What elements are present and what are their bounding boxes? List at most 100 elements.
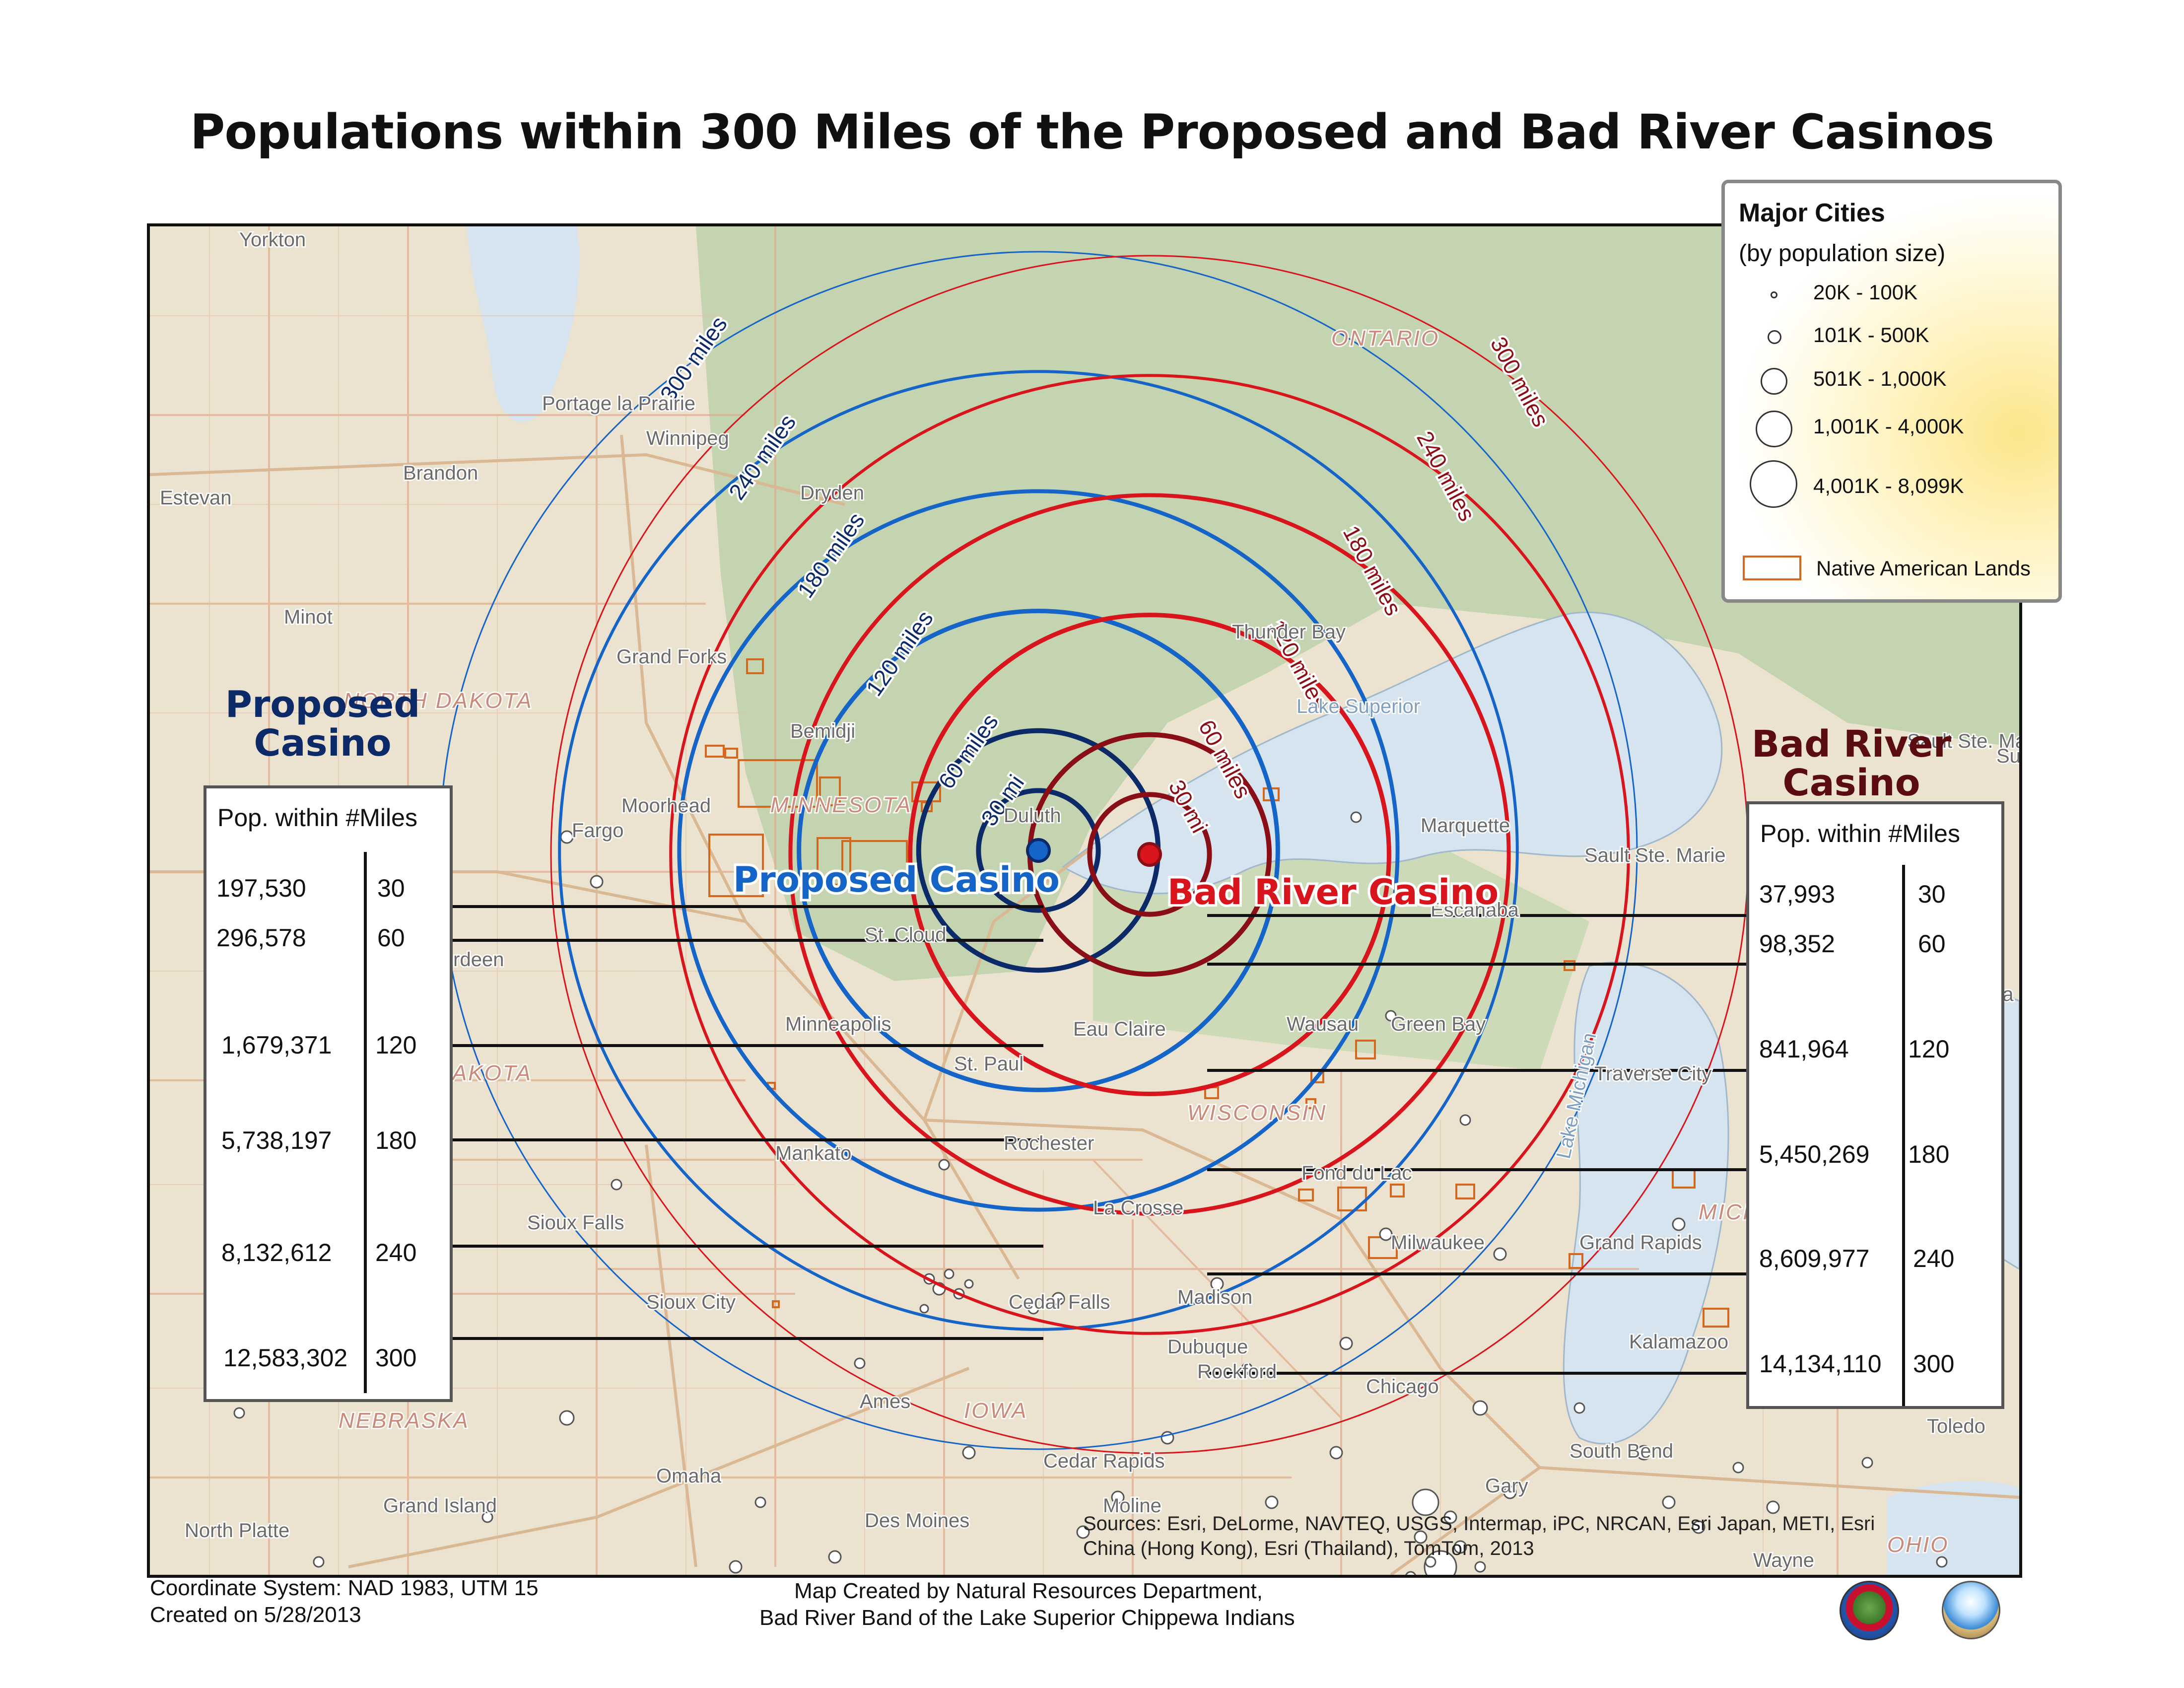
badriver-miles-row-5: 240 (1913, 1245, 1955, 1272)
place-label-minnesota: MINNESOTA (770, 793, 912, 817)
place-label-milwaukee: Milwaukee (1391, 1232, 1485, 1254)
badriver-miles-row-2: 60 (1918, 930, 1946, 958)
proposed-casino-marker[interactable] (1026, 838, 1051, 863)
distance-rings (439, 251, 1749, 1454)
place-label-sudbury: Sudbury (1996, 745, 2019, 767)
place-label-moorhead: Moorhead (621, 795, 711, 817)
credit-line-1: Map Created by Natural Resources Departm… (794, 1579, 1263, 1603)
proposed-population-table: Pop. within #Miles 197,530 30 296,578 60… (204, 785, 453, 1402)
place-label-duluth: Duluth (1004, 805, 1061, 827)
place-label-madison: Madison (1177, 1286, 1252, 1308)
place-label-kalamazoo: Kalamazoo (1629, 1331, 1728, 1353)
legend-class-4: 1,001K - 4,000K (1813, 415, 1964, 438)
badriver-pop-row-1: 37,993 (1759, 880, 1835, 908)
badriver-miles-row-3: 120 (1908, 1035, 1950, 1063)
place-label-grand-rapids: Grand Rapids (1579, 1232, 1702, 1254)
place-label-iowa: IOWA (964, 1399, 1028, 1423)
badriver-miles-row-6: 300 (1913, 1350, 1955, 1378)
legend-class-2: 101K - 500K (1813, 323, 1929, 347)
credit-line-2: Bad River Band of the Lake Superior Chip… (759, 1606, 1295, 1630)
proposed-pop-row-4: 5,738,197 (221, 1126, 332, 1154)
proposed-pop-row-2: 296,578 (216, 924, 306, 952)
proposed-miles-row-3: 120 (375, 1031, 417, 1059)
lake-superior-shape (1062, 611, 1723, 895)
proposed-pop-row-3: 1,679,371 (221, 1031, 332, 1059)
natural-resources-dept-logo (1942, 1581, 2000, 1639)
legend-class-3: 501K - 1,000K (1813, 367, 1947, 390)
place-label-green-bay: Green Bay (1391, 1013, 1486, 1035)
map-title: Populations within 300 Miles of the Prop… (190, 104, 1994, 160)
proposed-miles-row-2: 60 (377, 924, 405, 952)
lake-erie-shape (1887, 1480, 2019, 1575)
place-label-omaha: Omaha (656, 1465, 722, 1487)
place-label-eau-claire: Eau Claire (1073, 1018, 1166, 1040)
place-label-rochester: Rochester (1004, 1132, 1094, 1154)
place-label-bemidji: Bemidji (790, 720, 855, 742)
place-label-portage-la-prairie: Portage la Prairie (542, 393, 695, 415)
badriver-pop-row-4: 5,450,269 (1759, 1140, 1870, 1168)
map-legend: Major Cities (by population size) 20K - … (1721, 180, 2062, 603)
place-label-dryden: Dryden (800, 482, 864, 504)
place-label-dubuque: Dubuque (1167, 1336, 1248, 1358)
proposed-pop-row-1: 197,530 (216, 874, 306, 902)
place-label-rockford: Rockford (1197, 1361, 1277, 1383)
place-label-sault-ste-marie: Sault Ste. Marie (1907, 730, 2019, 752)
prop-head-line-1: Proposed (225, 683, 420, 726)
place-label-st-cloud: St. Cloud (865, 924, 947, 946)
badriver-casino-heading: Bad River Casino (1747, 725, 1956, 802)
place-label-la-crosse: La Crosse (1093, 1197, 1183, 1219)
legend-symbol-3 (1761, 368, 1787, 395)
badriver-ring-180-mi (788, 493, 1511, 1216)
lake-michigan-shape (1563, 961, 1729, 1445)
legend-subtitle: (by population size) (1739, 240, 1946, 267)
legend-symbol-5 (1750, 460, 1797, 508)
badriver-casino-marker[interactable] (1137, 842, 1162, 867)
proposed-miles-row-6: 300 (375, 1344, 417, 1372)
badriver-pop-row-5: 8,609,977 (1759, 1245, 1870, 1272)
place-label-north-dakota: NORTH DAKOTA (343, 689, 533, 713)
place-label-toledo: Toledo (1927, 1415, 1985, 1437)
place-label-wisconsin: WISCONSIN (1187, 1101, 1327, 1125)
sources-line-1: Sources: Esri, DeLorme, NAVTEQ, USGS, In… (1083, 1513, 1875, 1535)
prop-head-line-2: Casino (254, 722, 392, 765)
proposed-miles-row-5: 240 (375, 1239, 417, 1266)
place-label-nebraska: NEBRASKA (339, 1408, 470, 1433)
place-label-thunder-bay: Thunder Bay (1232, 621, 1346, 643)
badriver-pop-row-6: 14,134,110 (1759, 1350, 1882, 1378)
badriver-pop-row-3: 841,964 (1759, 1035, 1849, 1063)
place-label-des-moines: Des Moines (865, 1510, 969, 1532)
proposed-casino-heading: Proposed Casino (204, 685, 442, 763)
proposed-table-divider (364, 852, 367, 1393)
place-label-ontario: ONTARIO (1331, 326, 1439, 351)
place-labels: Yorkton Portage la Prairie Winnipeg Brandon… (159, 228, 2020, 1573)
legend-class-1: 20K - 100K (1813, 281, 1918, 304)
legend-native-lands-label: Native American Lands (1816, 557, 2031, 580)
city-markers (233, 811, 1948, 1575)
place-label-marquette: Marquette (1421, 815, 1510, 837)
badriver-table-divider (1902, 865, 1905, 1406)
place-label-sault-ste-marie: Sault Ste. Marie (1584, 844, 1726, 866)
proposed-miles-row-4: 180 (375, 1126, 417, 1154)
proposed-ring-180-mi (677, 489, 1400, 1212)
place-label-gary: Gary (1485, 1475, 1528, 1497)
place-label-estevan: Estevan (160, 487, 232, 509)
br-head-line-1: Bad River (1751, 723, 1952, 766)
place-label-mankato: Mankato (775, 1142, 851, 1164)
proposed-miles-row-1: 30 (377, 874, 405, 902)
place-label-chicago: Chicago (1366, 1376, 1439, 1398)
place-label-moline: Moline (1103, 1495, 1161, 1517)
badriver-table-header: Pop. within #Miles (1760, 820, 1960, 847)
lake-winnipeg-shape (468, 226, 580, 422)
proposed-ring-240-mi (558, 370, 1519, 1331)
place-label-minneapolis: Minneapolis (785, 1013, 891, 1035)
place-label-minot: Minot (284, 606, 333, 628)
place-label-sioux-falls: Sioux Falls (527, 1212, 624, 1234)
proposed-heading-text: Proposed Casino (204, 685, 442, 763)
place-label-wayne: Wayne (1753, 1549, 1814, 1571)
badriver-pop-row-2: 98,352 (1759, 930, 1835, 958)
badriver-heading-text: Bad River Casino (1747, 725, 1956, 802)
br-head-line-2: Casino (1782, 762, 1920, 804)
place-label-traverse-city: Traverse City (1594, 1063, 1711, 1085)
proposed-casino-map-label: Proposed Casino (733, 859, 1060, 900)
place-label-south-bend: South Bend (1570, 1440, 1673, 1462)
